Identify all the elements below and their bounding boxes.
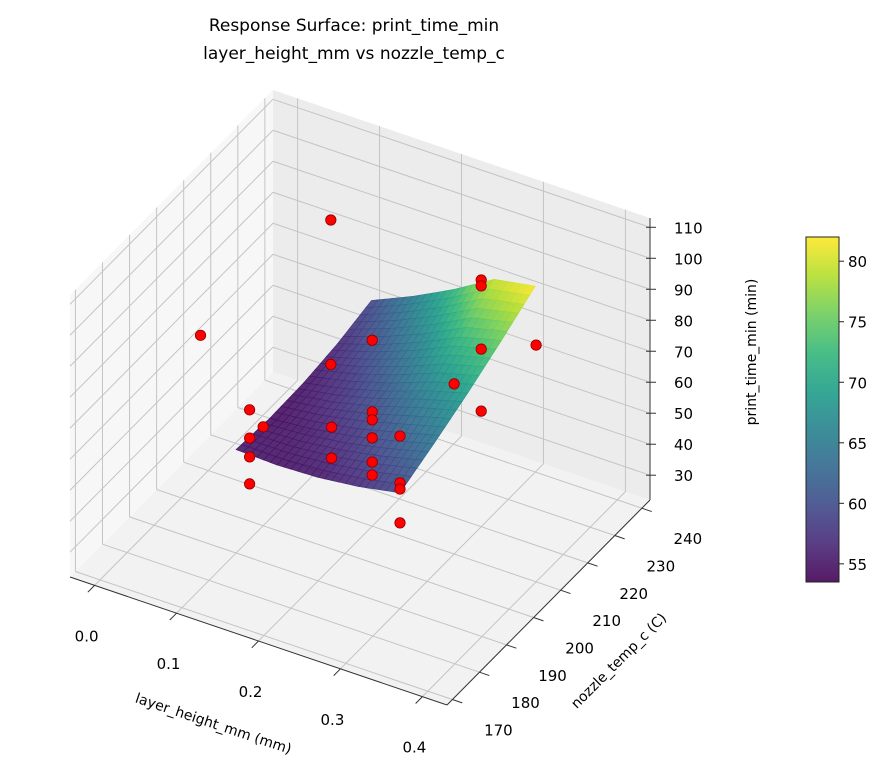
grid-line-z (272, 191, 651, 321)
y-axis-line (446, 499, 651, 706)
z-tick-label: 50 (674, 405, 693, 423)
grid-line-z (69, 98, 274, 305)
grid-line-x (94, 379, 298, 586)
grid-line-z (69, 253, 274, 460)
grid-line-y (156, 489, 534, 619)
z-tick-label: 60 (674, 374, 693, 392)
grid-line-x (258, 435, 462, 642)
x-tick (87, 584, 95, 593)
grid-line-z (69, 315, 274, 522)
data-point (325, 421, 338, 433)
x-tick-label: 0.0 (75, 627, 99, 645)
grid-line-z (69, 346, 274, 553)
grid-line-x (422, 491, 626, 698)
y-tick (452, 699, 463, 704)
data-point (394, 483, 406, 495)
z-tick-label: 30 (674, 467, 693, 485)
y-tick (614, 535, 625, 540)
x-tick-label: 0.1 (157, 655, 181, 673)
data-point (475, 280, 487, 292)
chart-subtitle: layer_height_mm vs nozzle_temp_c (203, 44, 505, 64)
data-point (244, 432, 256, 444)
z-axis-label: print_time_min (min) (744, 279, 760, 426)
x-tick (415, 696, 423, 704)
data-point (448, 378, 460, 390)
data-point (325, 214, 337, 226)
grid-line-z (272, 98, 651, 228)
scatter-points (194, 214, 542, 529)
colorbar-ticks: 55 60 65 70 75 80 (839, 253, 867, 574)
grid-line-x (340, 463, 544, 670)
data-point (394, 517, 406, 529)
y-tick-label: 210 (592, 612, 621, 630)
data-point (366, 456, 378, 468)
colorbar-tick-label: 55 (848, 556, 867, 574)
y-tick-label: 220 (619, 585, 648, 603)
data-point (366, 432, 378, 444)
data-point (325, 358, 337, 371)
data-point (244, 451, 256, 463)
grid-line-z (272, 160, 651, 290)
response-surface (235, 278, 536, 494)
y-tick-label: 230 (646, 558, 675, 576)
grid-line-z (69, 160, 274, 367)
x-axis-label: layer_height_mm (mm) (133, 691, 293, 758)
colorbar-tick-label: 65 (848, 435, 867, 453)
z-tick-label: 80 (674, 312, 693, 330)
z-tick-label: 70 (674, 343, 693, 361)
colorbar-tick-label: 75 (848, 314, 867, 332)
z-tick-label: 110 (674, 219, 703, 237)
left-pane (70, 90, 273, 577)
y-tick (587, 562, 598, 567)
y-tick (533, 617, 544, 622)
data-point (325, 452, 338, 464)
y-tick-label: 180 (511, 694, 540, 712)
data-point (475, 343, 487, 355)
grid-line-z (272, 129, 651, 259)
grid-line-z (69, 191, 274, 398)
y-tick-label: 170 (484, 722, 513, 740)
y-tick-label: 190 (538, 667, 567, 685)
z-tick-label: 40 (674, 436, 693, 454)
x-tick (333, 668, 341, 677)
data-point (366, 334, 378, 346)
x-tick-label: 0.4 (402, 739, 426, 757)
x-tick-label: 0.2 (239, 683, 263, 701)
grid-line-y (75, 571, 453, 701)
y-tick (506, 644, 517, 649)
grid-line-z (69, 222, 274, 429)
x-tick-label: 0.3 (321, 711, 345, 729)
chart-title: Response Surface: print_time_min (209, 16, 499, 36)
y-tick-label: 240 (674, 530, 703, 548)
data-point (257, 421, 269, 433)
grid-line-z (69, 129, 274, 336)
data-point (244, 404, 256, 416)
data-point (194, 329, 207, 341)
y-tick-label: 200 (565, 640, 594, 658)
data-point (475, 405, 487, 417)
data-point (530, 339, 542, 351)
z-tick-label: 100 (674, 250, 703, 268)
z-tick-label: 90 (674, 281, 693, 299)
data-point (394, 430, 406, 442)
y-tick (641, 507, 652, 513)
colorbar-tick-label: 80 (848, 253, 867, 271)
x-tick (169, 612, 177, 621)
y-tick (560, 589, 571, 595)
colorbar (805, 236, 840, 583)
data-point (366, 414, 378, 426)
x-tick (251, 640, 259, 649)
y-tick (479, 671, 490, 677)
colorbar-tick-label: 70 (848, 374, 867, 392)
grid-line-z (69, 284, 274, 491)
grid-line-y (129, 516, 507, 646)
axis-ticks: 0.0 0.1 0.2 0.3 0.4 170 180 190 200 210 220 230 240 3… (75, 219, 703, 756)
data-point (366, 469, 378, 481)
grid-line-y (102, 543, 480, 673)
colorbar-tick-label: 60 (848, 495, 867, 513)
data-point (244, 478, 256, 490)
